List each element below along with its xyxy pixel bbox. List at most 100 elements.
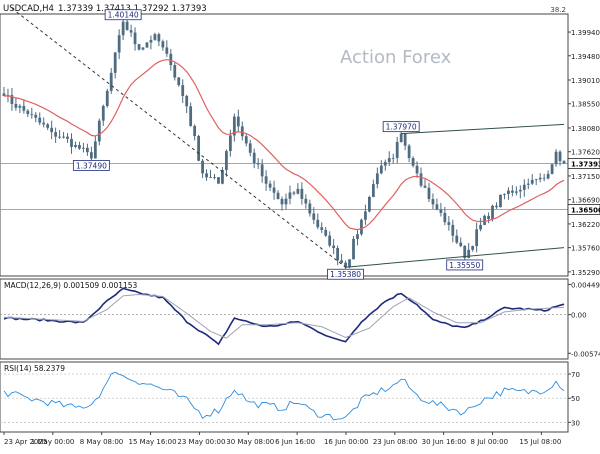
price-candle-body bbox=[125, 21, 129, 31]
price-candle-body bbox=[109, 72, 113, 91]
price-candle-body bbox=[336, 248, 340, 261]
price-candle-body bbox=[352, 238, 355, 260]
price-candle-body bbox=[10, 95, 14, 104]
rsi-layer bbox=[0, 371, 568, 423]
price-candle-body bbox=[316, 219, 320, 228]
price-candle-body bbox=[439, 209, 443, 213]
price-candle-body bbox=[507, 190, 510, 194]
price-candle-body bbox=[189, 106, 193, 126]
price-candle-body bbox=[54, 132, 58, 137]
price-candle-body bbox=[177, 77, 181, 86]
price-candle-body bbox=[419, 173, 423, 186]
x-tick-label: 30 Jun 16:00 bbox=[422, 438, 466, 446]
price-candle-body bbox=[117, 35, 121, 53]
price-candle-body bbox=[467, 249, 471, 258]
price-candle-body bbox=[153, 34, 157, 40]
price-candle-body bbox=[264, 176, 268, 184]
price-candle-body bbox=[340, 260, 343, 263]
x-tick-label: 23 Apr 2025 bbox=[4, 438, 47, 446]
price-annotation-box bbox=[327, 268, 364, 280]
chart-symbol-title: USDCAD,H4 1.37339 1.37413 1.37292 1.37393 bbox=[3, 4, 207, 14]
channel-upper-line bbox=[401, 123, 565, 135]
price-candle-body bbox=[42, 122, 46, 125]
price-y-tick-label: 1.35760 bbox=[571, 245, 600, 253]
rsi-panel-frame bbox=[0, 361, 569, 433]
x-tick-label: 6 Jun 16:00 bbox=[275, 438, 315, 446]
price-candle-body bbox=[78, 145, 81, 149]
price-tag-box bbox=[567, 158, 600, 169]
rsi-y-tick-label: 30 bbox=[571, 419, 580, 427]
price-annotation-label: 1.37490 bbox=[76, 161, 107, 170]
price-tag-label: 1.36500 bbox=[571, 206, 600, 214]
price-candle-body bbox=[308, 203, 312, 214]
price-candle-body bbox=[165, 47, 169, 54]
price-candle-body bbox=[82, 147, 85, 149]
price-y-tick-label: 1.38080 bbox=[571, 125, 600, 133]
price-candle-body bbox=[137, 44, 141, 50]
price-candle-body bbox=[371, 184, 375, 197]
price-candle-body bbox=[348, 259, 351, 268]
price-candle-body bbox=[403, 133, 407, 146]
price-y-tick-label: 1.39010 bbox=[571, 77, 600, 85]
rsi-line bbox=[3, 371, 565, 421]
price-candle-body bbox=[129, 30, 133, 33]
price-candle-body bbox=[451, 224, 455, 236]
price-candle-body bbox=[427, 187, 431, 200]
price-candle-body bbox=[562, 161, 566, 164]
price-candle-body bbox=[415, 165, 419, 174]
header-ohlc: 1.37339 1.37413 1.37292 1.37393 bbox=[58, 4, 207, 14]
price-candle-body bbox=[205, 173, 208, 178]
price-candle-body bbox=[74, 145, 77, 147]
price-candle-body bbox=[379, 165, 383, 174]
price-candle-body bbox=[272, 187, 276, 193]
rsi-title: RSI(14) 58.2379 bbox=[4, 364, 65, 373]
price-candle-body bbox=[495, 205, 498, 208]
watermark-text: Action Forex bbox=[340, 47, 452, 68]
price-candle-body bbox=[97, 120, 101, 142]
price-candle-body bbox=[105, 90, 109, 106]
price-candle-body bbox=[296, 188, 300, 194]
price-candle-body bbox=[26, 110, 30, 115]
price-candle-body bbox=[399, 133, 403, 142]
price-candle-body bbox=[181, 85, 185, 96]
macd-y-tick-label: 0.004492 bbox=[571, 281, 600, 289]
price-panel-frame bbox=[0, 13, 569, 277]
macd-title: MACD(12,26,9) 0.001509 0.001153 bbox=[4, 281, 138, 290]
x-tick-label: 1 May 00:00 bbox=[31, 438, 75, 446]
price-candle-body bbox=[248, 143, 252, 153]
price-candle-body bbox=[133, 32, 137, 45]
price-candle-body bbox=[89, 152, 93, 159]
price-candle-body bbox=[407, 145, 411, 159]
price-candle-body bbox=[332, 245, 336, 249]
price-candle-body bbox=[145, 42, 149, 48]
price-annotation-box bbox=[72, 160, 110, 171]
header-symbol: USDCAD,H4 bbox=[3, 4, 54, 14]
x-tick-label: 8 May 08:00 bbox=[80, 438, 124, 446]
price-candle-body bbox=[288, 192, 292, 199]
price-candle-body bbox=[284, 198, 288, 205]
price-candle-body bbox=[479, 224, 482, 230]
price-candle-body bbox=[217, 177, 220, 184]
price-candle-body bbox=[538, 177, 542, 180]
price-candle-body bbox=[201, 160, 204, 174]
price-candle-body bbox=[364, 211, 367, 220]
price-candle-body bbox=[46, 124, 50, 128]
price-y-tick-label: 1.35290 bbox=[571, 269, 600, 277]
price-candle-body bbox=[360, 219, 363, 235]
price-annotation-label: 1.40140 bbox=[108, 11, 139, 20]
price-candle-body bbox=[70, 138, 73, 147]
price-annotation-label: 1.37970 bbox=[386, 123, 417, 132]
macd-layer bbox=[0, 287, 568, 346]
price-annotation-label: 1.35380 bbox=[330, 270, 361, 279]
price-candle-body bbox=[518, 189, 522, 192]
price-candle-body bbox=[58, 136, 61, 138]
price-candle-body bbox=[14, 103, 18, 108]
price-candle-body bbox=[34, 114, 38, 118]
price-candle-body bbox=[375, 173, 379, 185]
price-candle-body bbox=[459, 242, 463, 247]
price-candle-body bbox=[228, 135, 232, 152]
dotted-downtrend-line bbox=[11, 7, 346, 268]
price-candle-body bbox=[185, 95, 189, 107]
